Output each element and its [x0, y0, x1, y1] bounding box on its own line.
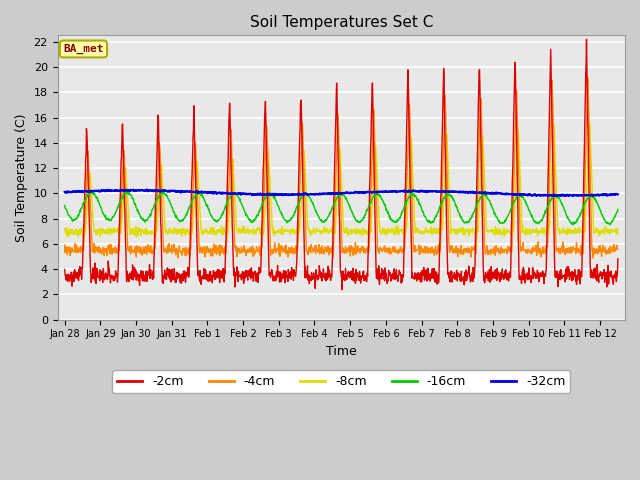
Legend: -2cm, -4cm, -8cm, -16cm, -32cm: -2cm, -4cm, -8cm, -16cm, -32cm [112, 370, 570, 393]
Y-axis label: Soil Temperature (C): Soil Temperature (C) [15, 113, 28, 242]
X-axis label: Time: Time [326, 345, 356, 358]
Text: BA_met: BA_met [63, 44, 104, 54]
Title: Soil Temperatures Set C: Soil Temperatures Set C [250, 15, 433, 30]
